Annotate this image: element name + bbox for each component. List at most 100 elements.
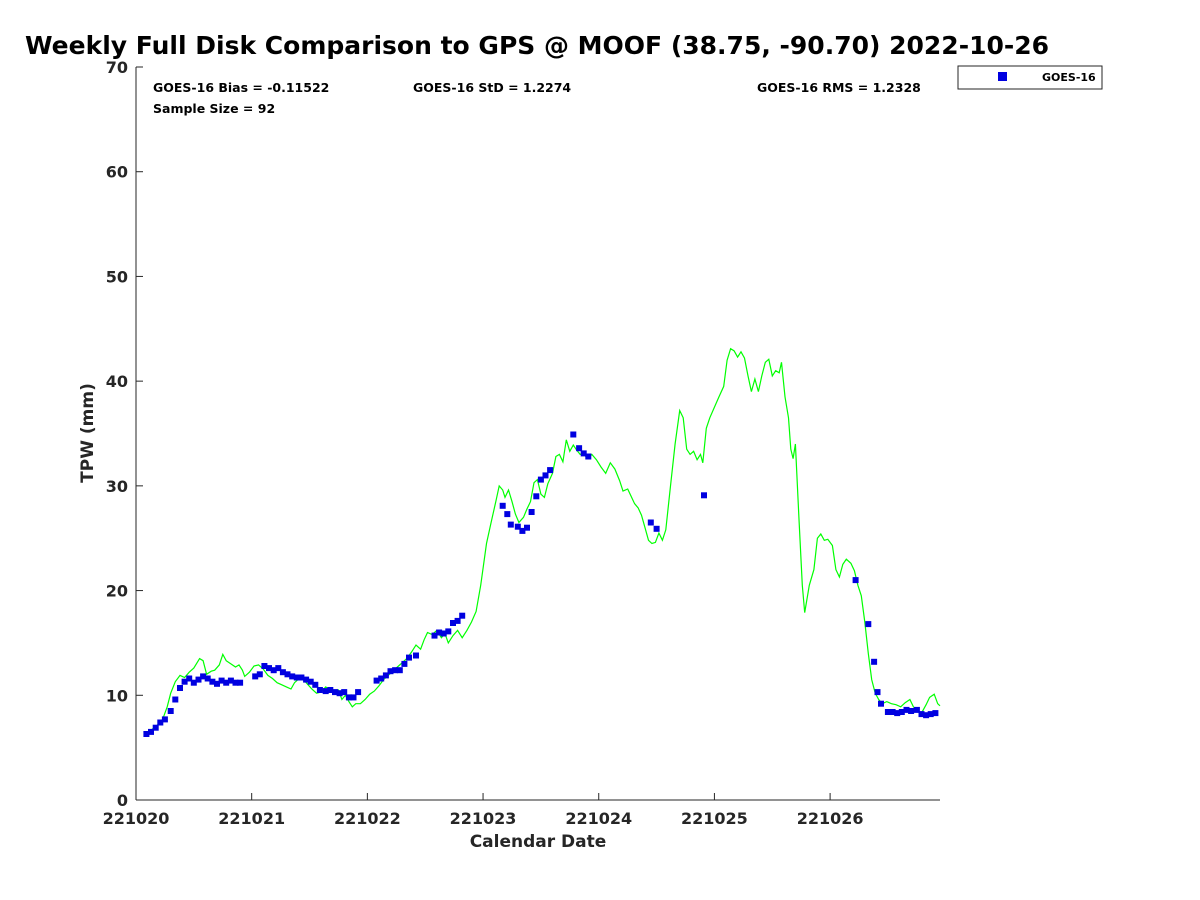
goes-16-point [284,671,291,678]
goes-16-point [218,677,225,684]
y-tick-label: 60 [106,163,128,182]
goes-16-point [204,675,211,682]
goes-16-point [373,677,380,684]
goes-16-point [252,673,259,680]
goes-16-point [514,523,521,530]
goes-16-point [336,690,343,697]
goes-16-point [157,719,164,726]
goes-16-point [653,525,660,532]
goes-16-point [436,629,443,636]
goes-16-point [312,681,319,688]
goes-16-point [298,674,305,681]
goes-16-point [307,678,314,685]
goes-16-point [214,680,220,687]
goes-16-point [874,689,881,696]
goes-16-point [181,678,188,685]
y-axis-label: TPW (mm) [78,383,98,483]
goes-16-point [172,696,179,703]
x-axis-ticks: 221020 221021 221022 221023 221024 221025 2210… [103,793,864,828]
goes-16-point [327,687,334,693]
goes-16-point [289,673,296,680]
y-tick-label: 30 [106,477,128,496]
goes-16-point [927,711,934,718]
goes-16-point [261,663,268,669]
y-tick-label: 0 [117,791,128,810]
goes-16-point [878,700,884,707]
goes-16-point [932,710,939,717]
goes-16-point [355,689,362,696]
goes-16-point [186,675,193,682]
goes-16-point [332,689,338,696]
goes-16-point [918,711,925,718]
goes-16-point [440,630,447,637]
gps-line [144,347,941,736]
bias-stat: GOES-16 Bias = -0.11522 [153,80,329,95]
goes-16-point [889,709,896,715]
goes-16-point [345,694,352,701]
goes-16-point [537,476,544,483]
goes-16-point [392,667,399,674]
goes-16-point [898,709,905,715]
goes-16-point [396,667,403,674]
x-tick-label: 221021 [218,809,285,828]
goes-16-point [504,511,511,518]
goes-16-point [350,694,357,701]
goes-16-point [378,675,385,682]
x-tick-label: 221020 [103,809,170,828]
goes-16-point [894,710,901,717]
sample-size-stat: Sample Size = 92 [153,101,275,116]
goes-16-point [177,685,183,691]
goes-16-point [499,502,506,509]
goes-16-series [143,431,939,737]
goes-16-point [576,445,583,452]
x-axis-label: Calendar Date [470,832,607,852]
goes-16-point [209,678,216,685]
goes-16-point [293,674,300,681]
goes-16-point [232,679,239,686]
goes-16-point [223,679,230,686]
goes-16-point [266,665,272,672]
goes-16-point [908,708,915,714]
goes-16-point [270,667,277,674]
goes-16-point [322,688,329,695]
goes-16-point [275,665,282,672]
goes-16-point [413,652,419,659]
y-tick-label: 40 [106,372,128,391]
goes-16-point [227,677,234,684]
goes-16-point [533,493,540,500]
goes-16-point [450,620,456,626]
goes-16-point [923,712,930,719]
chart-title: Weekly Full Disk Comparison to GPS @ MOO… [25,31,1049,60]
goes-16-point [200,673,207,680]
x-tick-label: 221026 [797,809,864,828]
y-tick-label: 10 [106,686,128,705]
x-tick-label: 221023 [450,809,517,828]
goes-16-point [542,472,549,479]
goes-16-point [303,676,310,683]
plot-area: 0 10 20 30 40 50 60 70 221020 221021 221022 221023… [103,58,941,828]
goes-16-point [341,689,348,696]
legend-box [957,65,1103,90]
goes-16-point [459,612,466,619]
goes-16-point [647,519,654,526]
goes-16-point [237,679,244,686]
rms-stat: GOES-16 RMS = 1.2328 [757,80,921,95]
x-tick-label: 221025 [681,809,748,828]
goes-16-point [382,672,389,679]
goes-16-point [570,431,577,438]
x-tick-label: 221022 [334,809,401,828]
y-tick-label: 50 [106,267,128,286]
y-tick-label: 20 [106,582,128,601]
goes-16-point [585,453,592,460]
goes-16-point [547,467,554,474]
goes-16-point [903,706,910,713]
goes-16-point [387,668,394,675]
std-stat: GOES-16 StD = 1.2274 [413,80,571,95]
x-tick-label: 221024 [565,809,632,828]
goes-16-point [195,676,202,683]
goes-16-point [256,671,263,678]
y-tick-label: 70 [106,58,128,77]
goes-16-point [913,706,920,713]
goes-16-point [161,716,168,723]
